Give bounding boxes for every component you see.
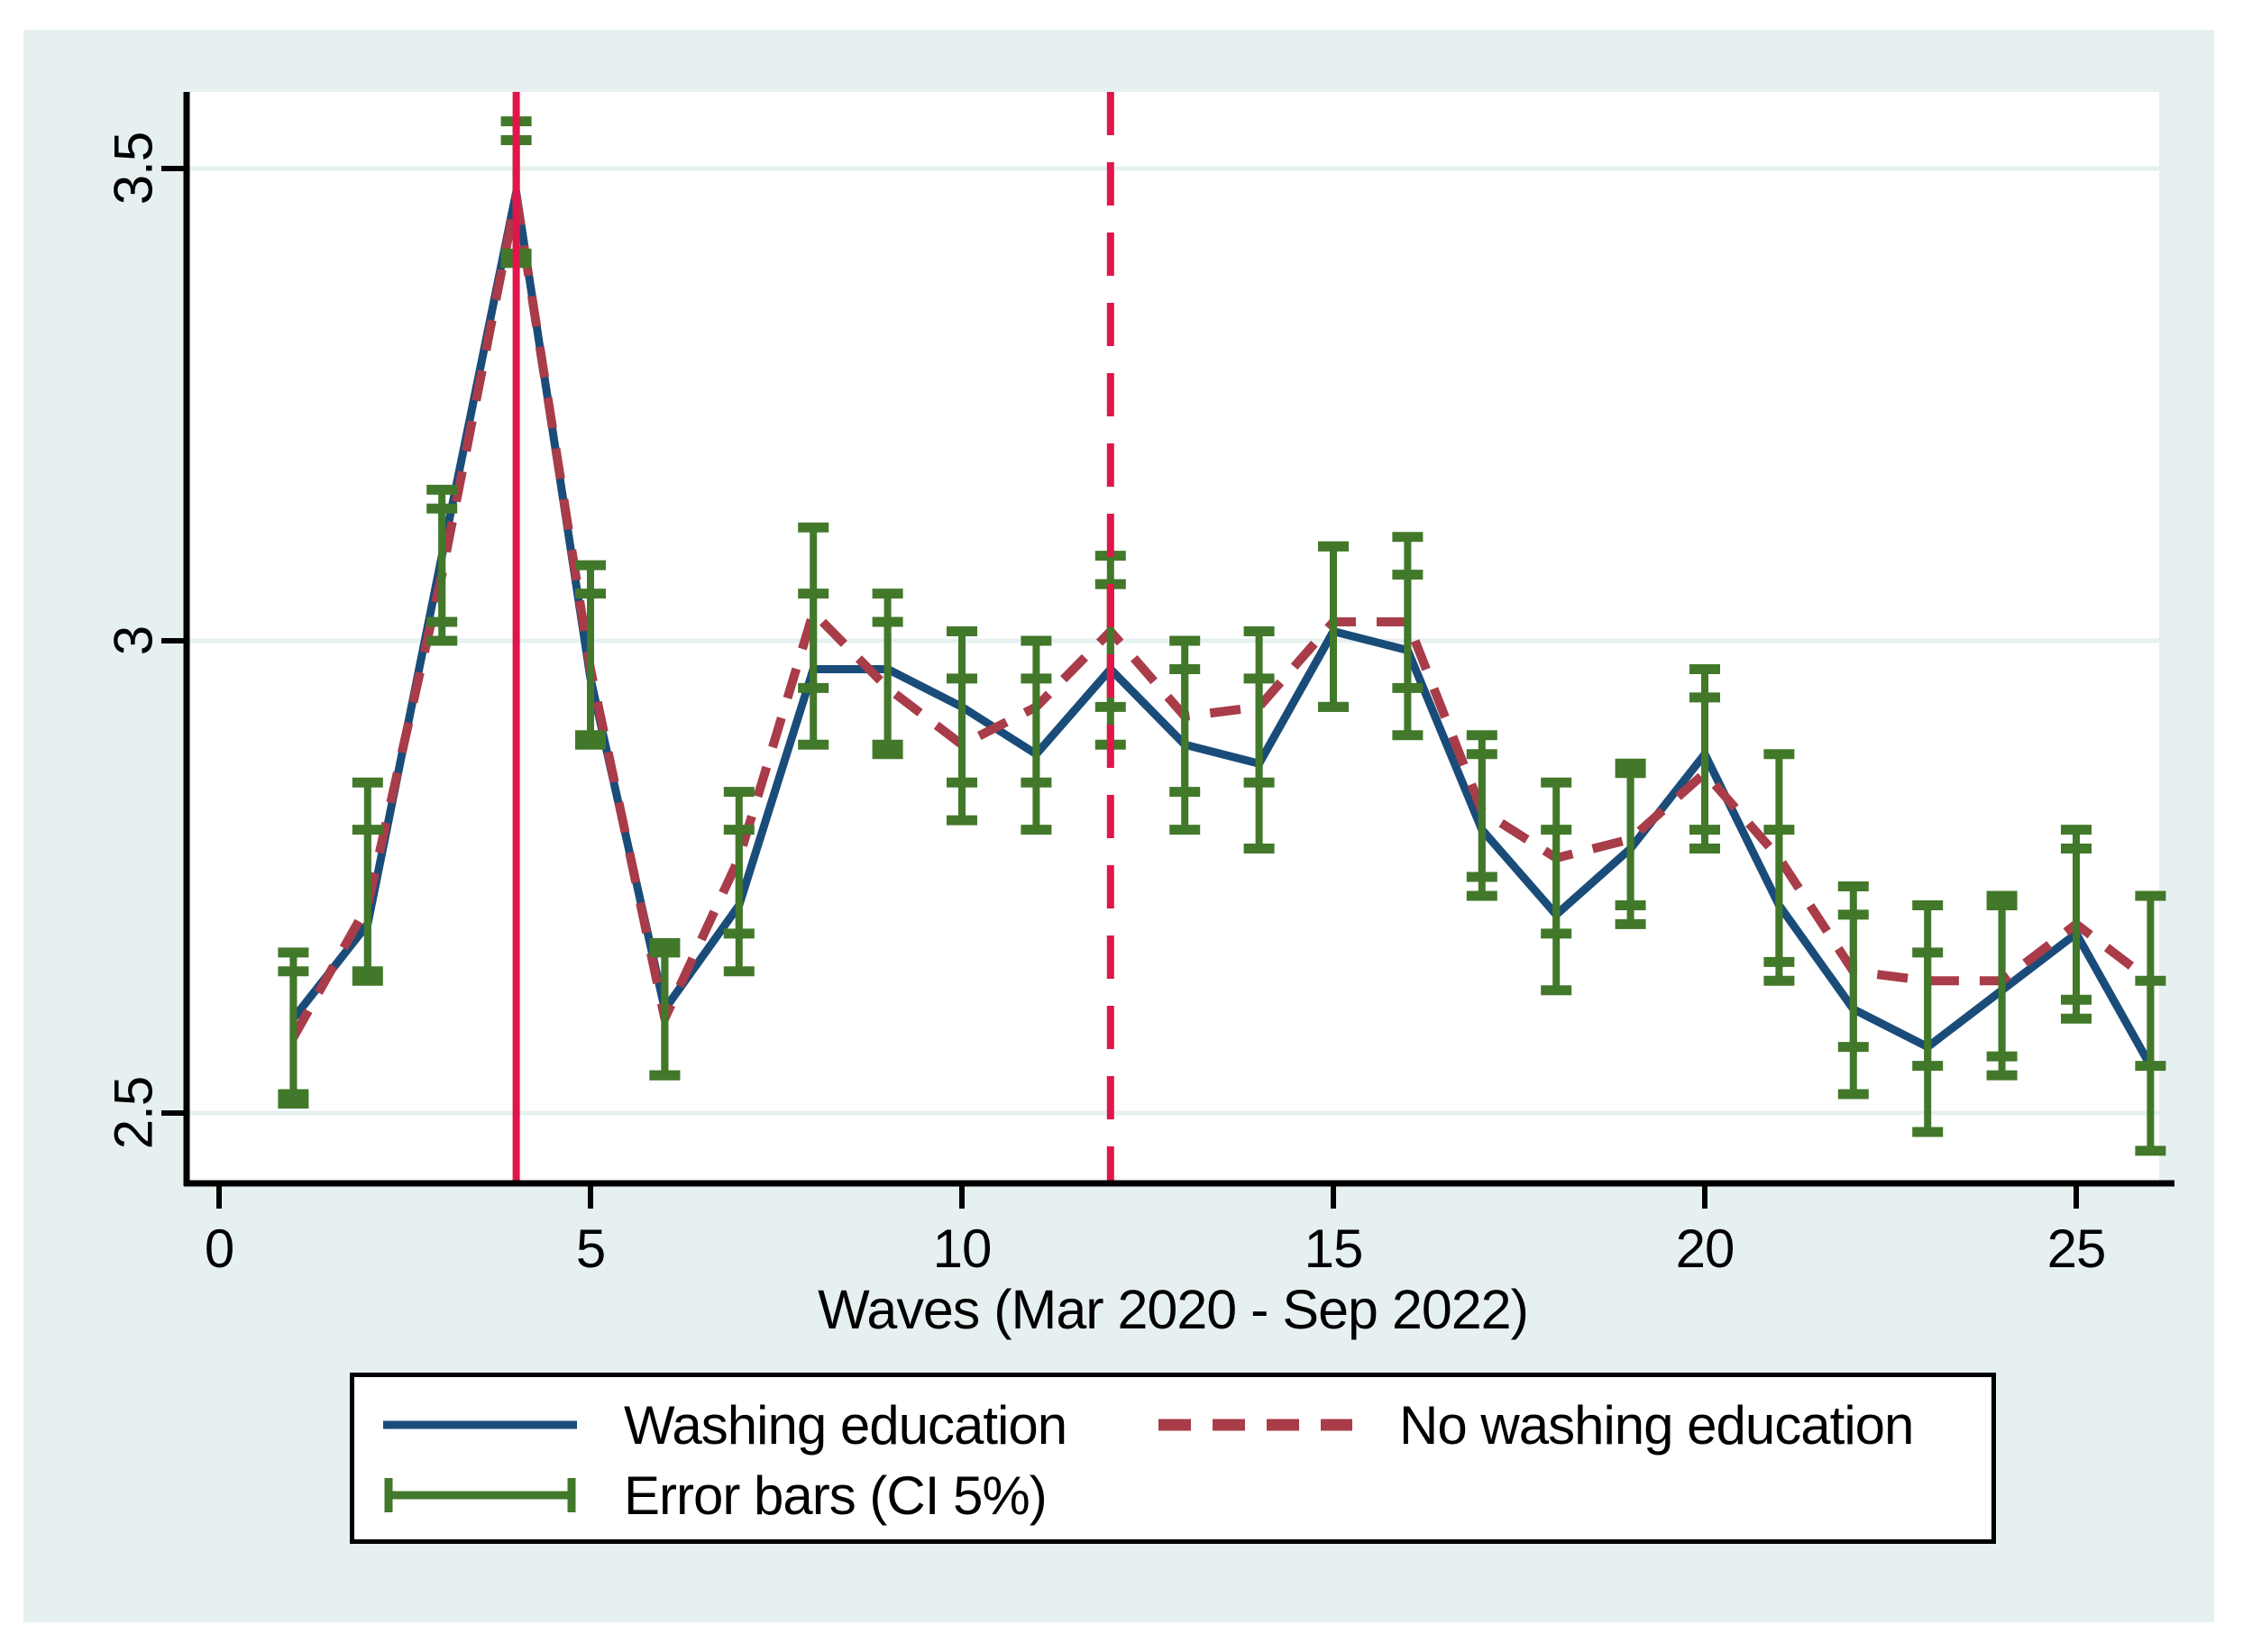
y-tick-label: 3 [103, 625, 164, 656]
legend-label: Washing education [624, 1394, 1067, 1456]
x-tick-label: 0 [204, 1218, 234, 1279]
legend-label: No washing education [1399, 1394, 1914, 1456]
x-tick-label: 15 [1304, 1218, 1364, 1279]
legend-entry-error-bars: Error bars (CI 5%) [383, 1464, 1048, 1527]
y-tick-label: 3.5 [103, 132, 164, 205]
legend-entry-washing-education: Washing education [383, 1393, 1067, 1456]
no-washing-education-line [289, 192, 2154, 1040]
x-tick-label: 5 [575, 1218, 606, 1279]
x-axis-title: Waves (Mar 2020 - Sep 2022) [818, 1279, 1529, 1340]
x-tick-label: 10 [932, 1218, 993, 1279]
y-tick-label: 2.5 [103, 1076, 164, 1150]
x-tick-label: 20 [1675, 1218, 1735, 1279]
legend-label: Error bars (CI 5%) [624, 1465, 1048, 1526]
dashed-line-swatch [1158, 1393, 1352, 1456]
legend: Washing education No washing education E… [350, 1373, 1996, 1544]
x-tick-label: 25 [2046, 1218, 2107, 1279]
solid-line-swatch [383, 1393, 577, 1456]
legend-entry-no-washing-education: No washing education [1158, 1393, 1914, 1456]
error-bar-swatch [383, 1464, 577, 1527]
